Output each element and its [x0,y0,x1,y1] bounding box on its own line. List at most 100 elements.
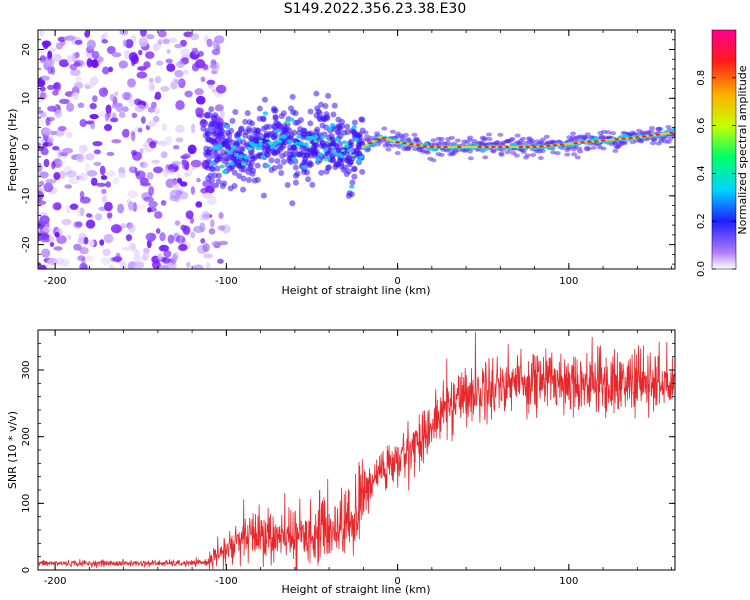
noise-blob [149,141,157,149]
noise-blob [200,76,206,83]
ridge-halo [260,192,267,199]
noise-blob [180,48,191,57]
noise-blob [183,31,194,38]
noise-blob [190,166,197,171]
noise-blob [79,246,89,255]
ridge-halo [324,150,331,157]
noise-blob [178,78,186,89]
ridge-halo [351,119,358,126]
ridge-mid [590,140,595,143]
noise-blob [39,215,50,225]
ridge-core [552,144,558,147]
noise-blob [122,39,127,47]
noise-blob [90,177,98,186]
noise-blob [162,38,170,45]
ridge-band [291,156,297,161]
ridge-halo [272,114,279,121]
noise-blob [139,161,148,169]
noise-blob [52,89,59,96]
noise-blob [57,126,67,132]
ridge-mid [426,145,431,148]
ridge-mid [501,145,506,149]
noise-blob [65,132,73,138]
ridge-halo [343,170,350,177]
ridge-band [298,141,304,146]
ridge-halo [331,102,338,109]
noise-blob [91,59,99,68]
ridge-mid [625,137,630,140]
ridge-core [443,146,448,149]
ridge-halo [411,132,418,137]
ridge-band [231,145,237,150]
snr-x-tick-label: -100 [215,576,238,587]
ridge-halo [231,169,238,176]
noise-blob [97,56,105,65]
noise-blob [165,262,177,269]
noise-blob [130,131,136,142]
noise-blob [121,106,129,112]
noise-blob [55,42,63,50]
ridge-halo [208,153,215,160]
noise-blob [38,118,45,127]
ridge-mid [570,142,575,145]
ridge-halo [307,120,314,127]
noise-blob [67,54,73,64]
noise-blob [175,124,185,134]
noise-blob [43,158,50,168]
ridge-halo [554,151,561,156]
noise-blob [96,182,107,187]
ridge-mid [399,141,404,144]
noise-blob [106,170,116,177]
noise-blob [90,119,96,130]
noise-blob [169,80,180,90]
colorbar: 0.0 0.2 0.4 0.6 0.8 Normalized spectral ampl… [696,29,749,277]
ridge-band [353,137,360,142]
noise-blob [205,262,211,269]
ridge-halo [279,152,286,159]
noise-blob [53,171,61,181]
ridge-halo [215,178,222,185]
ridge-band [269,144,276,149]
noise-blob [52,202,62,211]
noise-blob [64,35,76,41]
ridge-halo [307,130,314,137]
ridge-core [614,138,619,141]
ridge-halo [297,116,304,123]
noise-blob [166,63,176,72]
ridge-mid [529,145,534,149]
ridge-halo [577,149,584,154]
ridge-core [525,146,530,149]
noise-blob [43,182,54,193]
ridge-mid [662,132,667,135]
ridge-band [253,143,259,148]
noise-blob [201,210,210,221]
ridge-mid [344,142,349,146]
ridge-halo [665,124,672,129]
noise-blob [160,151,168,159]
ridge-mid [351,154,356,157]
spectrogram-x-tick-label: -100 [215,276,238,287]
ridge-core [367,142,373,145]
ridge-halo [278,169,285,176]
noise-blob [108,66,114,73]
ridge-mid [566,142,571,146]
noise-blob [148,77,154,83]
noise-blob [146,171,154,180]
ridge-mid [549,144,554,147]
spectrogram-x-ticks: -200 -100 0 100 [44,30,672,287]
ridge-halo [564,152,571,157]
ridge-halo [325,164,332,171]
ridge-halo [530,153,537,158]
noise-blob [145,232,157,242]
ridge-mid [618,137,623,141]
ridge-halo [254,176,261,183]
noise-blob [47,50,53,61]
noise-blob [106,46,116,55]
noise-blob [128,97,135,107]
ridge-halo [337,140,344,147]
noise-blob [192,264,204,269]
noise-blob [85,153,95,161]
ridge-halo [262,146,269,153]
noise-blob [140,30,147,37]
